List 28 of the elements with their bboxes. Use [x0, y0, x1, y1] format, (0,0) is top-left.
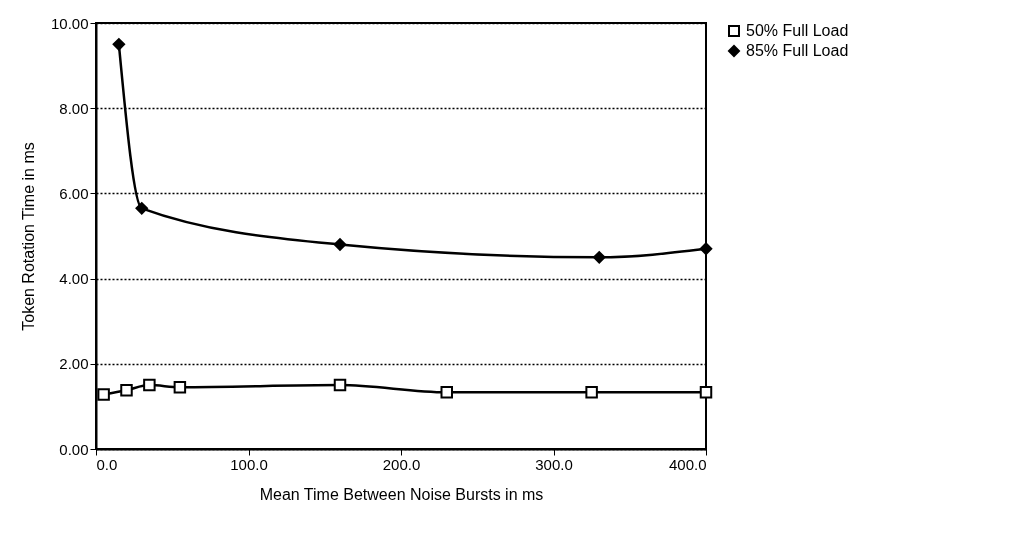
x-tick-label: 100.0 — [230, 455, 268, 473]
point — [333, 238, 347, 251]
x-tick-label: 200.0 — [382, 455, 421, 473]
point — [173, 380, 187, 394]
x-tick-label: 400.0 — [668, 455, 707, 473]
legend-label: 50% Full Load — [746, 22, 849, 39]
point — [699, 242, 713, 256]
y-tick-label: 2.00 — [59, 355, 89, 373]
point — [585, 386, 598, 399]
y-tick-label: 0.00 — [59, 440, 89, 458]
point — [593, 251, 606, 264]
y-tick-label: 8.00 — [59, 99, 89, 117]
x-tick-label: 300.0 — [535, 455, 573, 473]
x-tick-label: 0.0 — [96, 455, 118, 473]
y-tick-label: 4.00 — [59, 270, 89, 288]
point — [440, 386, 453, 399]
y-tick-label: 6.00 — [59, 184, 89, 202]
point — [112, 38, 126, 51]
y-tick-label: 10.00 — [50, 14, 89, 32]
y-axis-title: Token Rotation Time in ms — [19, 142, 37, 331]
point — [97, 388, 110, 401]
point — [143, 378, 156, 392]
point — [699, 386, 713, 399]
x-axis-title: Mean Time Between Noise Bursts in ms — [259, 485, 544, 503]
point — [120, 383, 133, 397]
point — [333, 378, 347, 392]
point — [135, 202, 148, 215]
legend-label: 85% Full Load — [746, 42, 849, 59]
